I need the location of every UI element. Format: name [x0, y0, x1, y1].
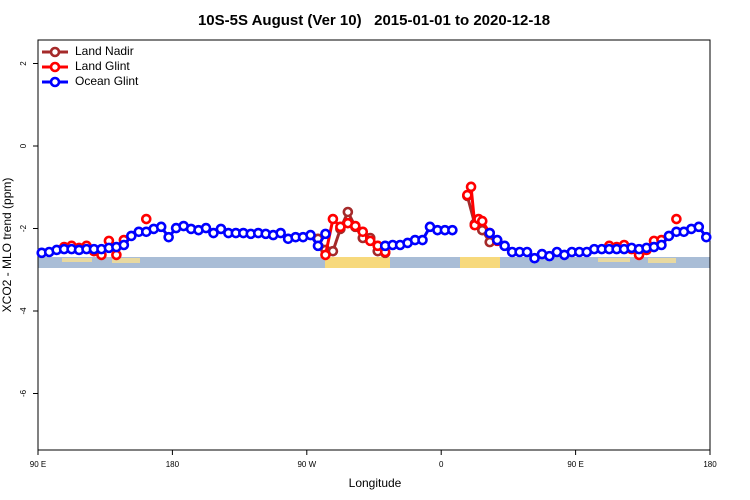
data-point — [529, 252, 540, 264]
data-point — [342, 206, 354, 218]
data-point — [357, 226, 369, 238]
data-point — [320, 228, 331, 240]
x-tick-label: 180 — [166, 460, 180, 469]
data-point — [671, 213, 682, 225]
data-point — [200, 222, 212, 234]
legend-marker — [49, 61, 61, 73]
x-tick-label: 0 — [439, 460, 444, 469]
plot-frame — [37, 39, 711, 451]
data-point — [447, 224, 458, 236]
data-point — [118, 239, 130, 251]
legend-label: Ocean Glint — [75, 74, 139, 88]
data-point — [521, 246, 533, 258]
legend-marker — [49, 76, 61, 88]
data-point — [465, 181, 477, 193]
land-strip — [460, 257, 500, 268]
data-point — [544, 250, 555, 262]
data-point — [499, 240, 510, 252]
data-point — [312, 240, 324, 252]
data-point — [476, 215, 488, 227]
data-point — [656, 239, 667, 251]
y-axis-label: XCO2 - MLO trend (ppm) — [0, 178, 14, 313]
data-point — [327, 213, 339, 225]
x-tick-label: 90 E — [567, 460, 583, 469]
legend-label: Land Glint — [75, 59, 130, 73]
data-point — [350, 220, 361, 232]
land-strip — [648, 258, 676, 263]
land-strip — [325, 257, 390, 268]
y-tick-label: -6 — [19, 389, 28, 397]
land-strip — [62, 258, 92, 262]
data-point — [275, 227, 286, 239]
data-point — [364, 235, 376, 247]
data-point — [163, 231, 174, 243]
y-tick-label: 0 — [19, 143, 28, 148]
y-tick-label: 2 — [19, 61, 28, 66]
land-strip — [112, 258, 140, 263]
data-point — [215, 223, 227, 235]
data-point — [208, 227, 219, 239]
data-point — [417, 234, 428, 246]
data-point — [700, 231, 712, 243]
x-tick-label: 180 — [703, 460, 717, 469]
data-point — [491, 234, 503, 246]
x-axis-label: Longitude — [349, 476, 402, 490]
map-strip — [38, 257, 710, 268]
y-tick-label: -2 — [19, 224, 28, 232]
data-point — [126, 230, 137, 242]
chart-title: 10S-5S August (Ver 10) 2015-01-01 to 202… — [198, 12, 550, 29]
y-tick-label: -4 — [19, 307, 28, 315]
data-point — [693, 221, 705, 233]
data-point — [320, 249, 331, 261]
land-strip — [598, 258, 630, 262]
x-tick-label: 90 E — [30, 460, 46, 469]
legend-label: Land Nadir — [75, 44, 134, 58]
legend-marker — [49, 46, 61, 58]
data-point — [484, 227, 496, 239]
data-point — [305, 229, 316, 241]
data-point — [140, 213, 152, 225]
data-point — [462, 189, 473, 201]
data-point — [155, 221, 167, 233]
x-tick-label: 90 W — [297, 460, 316, 469]
data-point — [663, 230, 675, 242]
